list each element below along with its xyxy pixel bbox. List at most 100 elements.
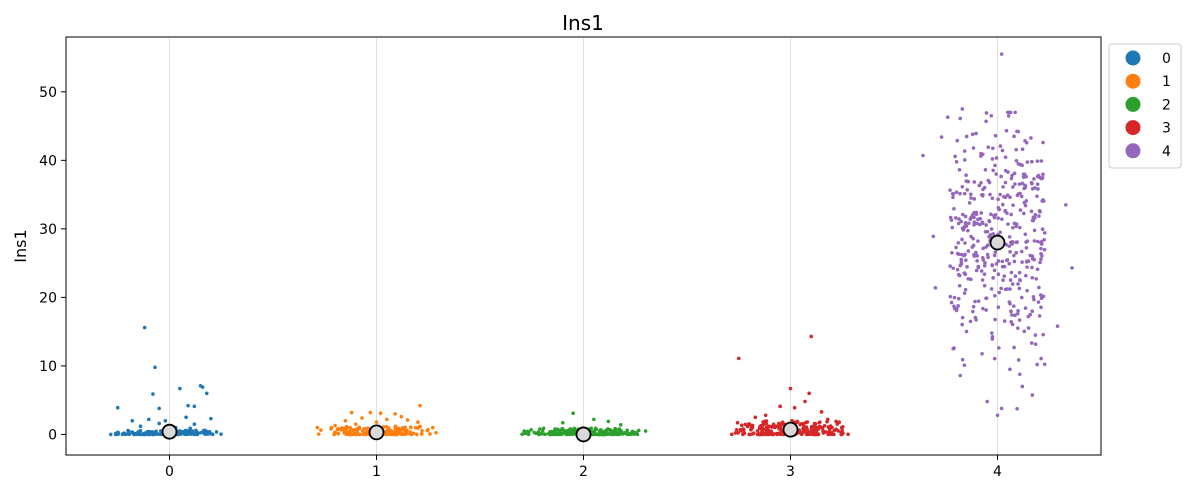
data-point [980, 221, 985, 226]
data-point [540, 429, 545, 433]
data-point [1034, 277, 1039, 281]
data-point [1039, 159, 1044, 163]
data-point [393, 412, 397, 416]
data-point [374, 420, 379, 424]
data-point [809, 334, 813, 339]
data-point [775, 424, 780, 429]
data-point [819, 410, 824, 414]
data-point [954, 245, 958, 250]
data-point [115, 405, 120, 410]
data-point [319, 428, 323, 432]
data-point [1023, 232, 1028, 237]
data-point [799, 432, 804, 437]
data-point [1070, 266, 1074, 270]
data-point [955, 267, 960, 272]
data-point [1012, 345, 1016, 350]
data-point [747, 432, 751, 437]
data-point [1011, 225, 1015, 230]
data-point [618, 423, 623, 427]
data-point [965, 188, 970, 192]
data-point [982, 263, 987, 268]
data-point [1011, 185, 1015, 189]
data-point [977, 222, 982, 227]
data-point [949, 300, 954, 305]
data-point [738, 429, 743, 433]
data-point [385, 417, 389, 422]
data-point [522, 429, 526, 433]
data-point [1016, 282, 1020, 286]
data-point [766, 432, 771, 437]
data-point [1010, 240, 1015, 244]
data-point [996, 197, 1000, 202]
data-point [335, 427, 340, 432]
data-point [999, 52, 1004, 56]
data-point [978, 216, 983, 221]
data-point [1002, 274, 1007, 278]
data-point [1007, 235, 1012, 239]
data-point [192, 422, 197, 426]
data-point [619, 429, 623, 434]
data-point [993, 250, 998, 254]
data-point [846, 432, 850, 437]
data-point [997, 346, 1001, 350]
data-point [362, 432, 366, 436]
data-point [982, 283, 987, 288]
data-point [739, 423, 744, 428]
data-point [1041, 199, 1046, 203]
data-point [356, 426, 360, 431]
data-point [1006, 222, 1010, 226]
data-point [1012, 259, 1017, 264]
data-point [1055, 324, 1060, 328]
data-point [163, 418, 168, 423]
data-point [989, 331, 994, 335]
data-point [1035, 159, 1040, 163]
data-point [415, 432, 419, 437]
data-point [1008, 250, 1012, 254]
data-point [980, 255, 985, 260]
data-point [946, 115, 950, 119]
data-point [391, 430, 395, 435]
data-point [130, 418, 135, 423]
data-point [999, 406, 1004, 411]
data-point [821, 430, 826, 435]
data-point [1010, 173, 1014, 178]
data-point [733, 431, 738, 435]
data-point [1042, 247, 1047, 252]
data-point [405, 418, 410, 422]
series-3 [730, 334, 850, 437]
data-point [993, 317, 997, 322]
data-point [420, 428, 424, 433]
data-point [1038, 293, 1043, 297]
data-point [965, 265, 969, 269]
legend: 0 1 2 3 4 [1108, 43, 1182, 169]
data-point [1031, 218, 1036, 223]
data-point [966, 277, 971, 281]
data-point [999, 174, 1003, 179]
data-point [558, 432, 563, 437]
data-point [1035, 239, 1040, 244]
data-point [524, 431, 529, 435]
data-point [1009, 270, 1014, 275]
data-point [952, 295, 957, 300]
data-point [555, 427, 560, 432]
data-point [957, 283, 962, 288]
data-point [960, 107, 965, 111]
data-point [1024, 273, 1028, 278]
mean-marker-1 [368, 424, 385, 441]
data-point [1030, 181, 1034, 186]
data-point [962, 158, 967, 162]
data-point [759, 431, 763, 436]
data-point [805, 420, 810, 424]
data-point [981, 192, 985, 197]
data-point [151, 392, 155, 396]
data-point [1019, 249, 1024, 254]
data-point [966, 228, 970, 233]
data-point [962, 363, 967, 368]
data-point [157, 432, 161, 436]
data-points [109, 52, 1074, 437]
data-point [1033, 213, 1038, 217]
data-point [806, 430, 811, 434]
data-point [186, 403, 190, 408]
data-point [984, 308, 988, 312]
data-point [985, 252, 990, 257]
